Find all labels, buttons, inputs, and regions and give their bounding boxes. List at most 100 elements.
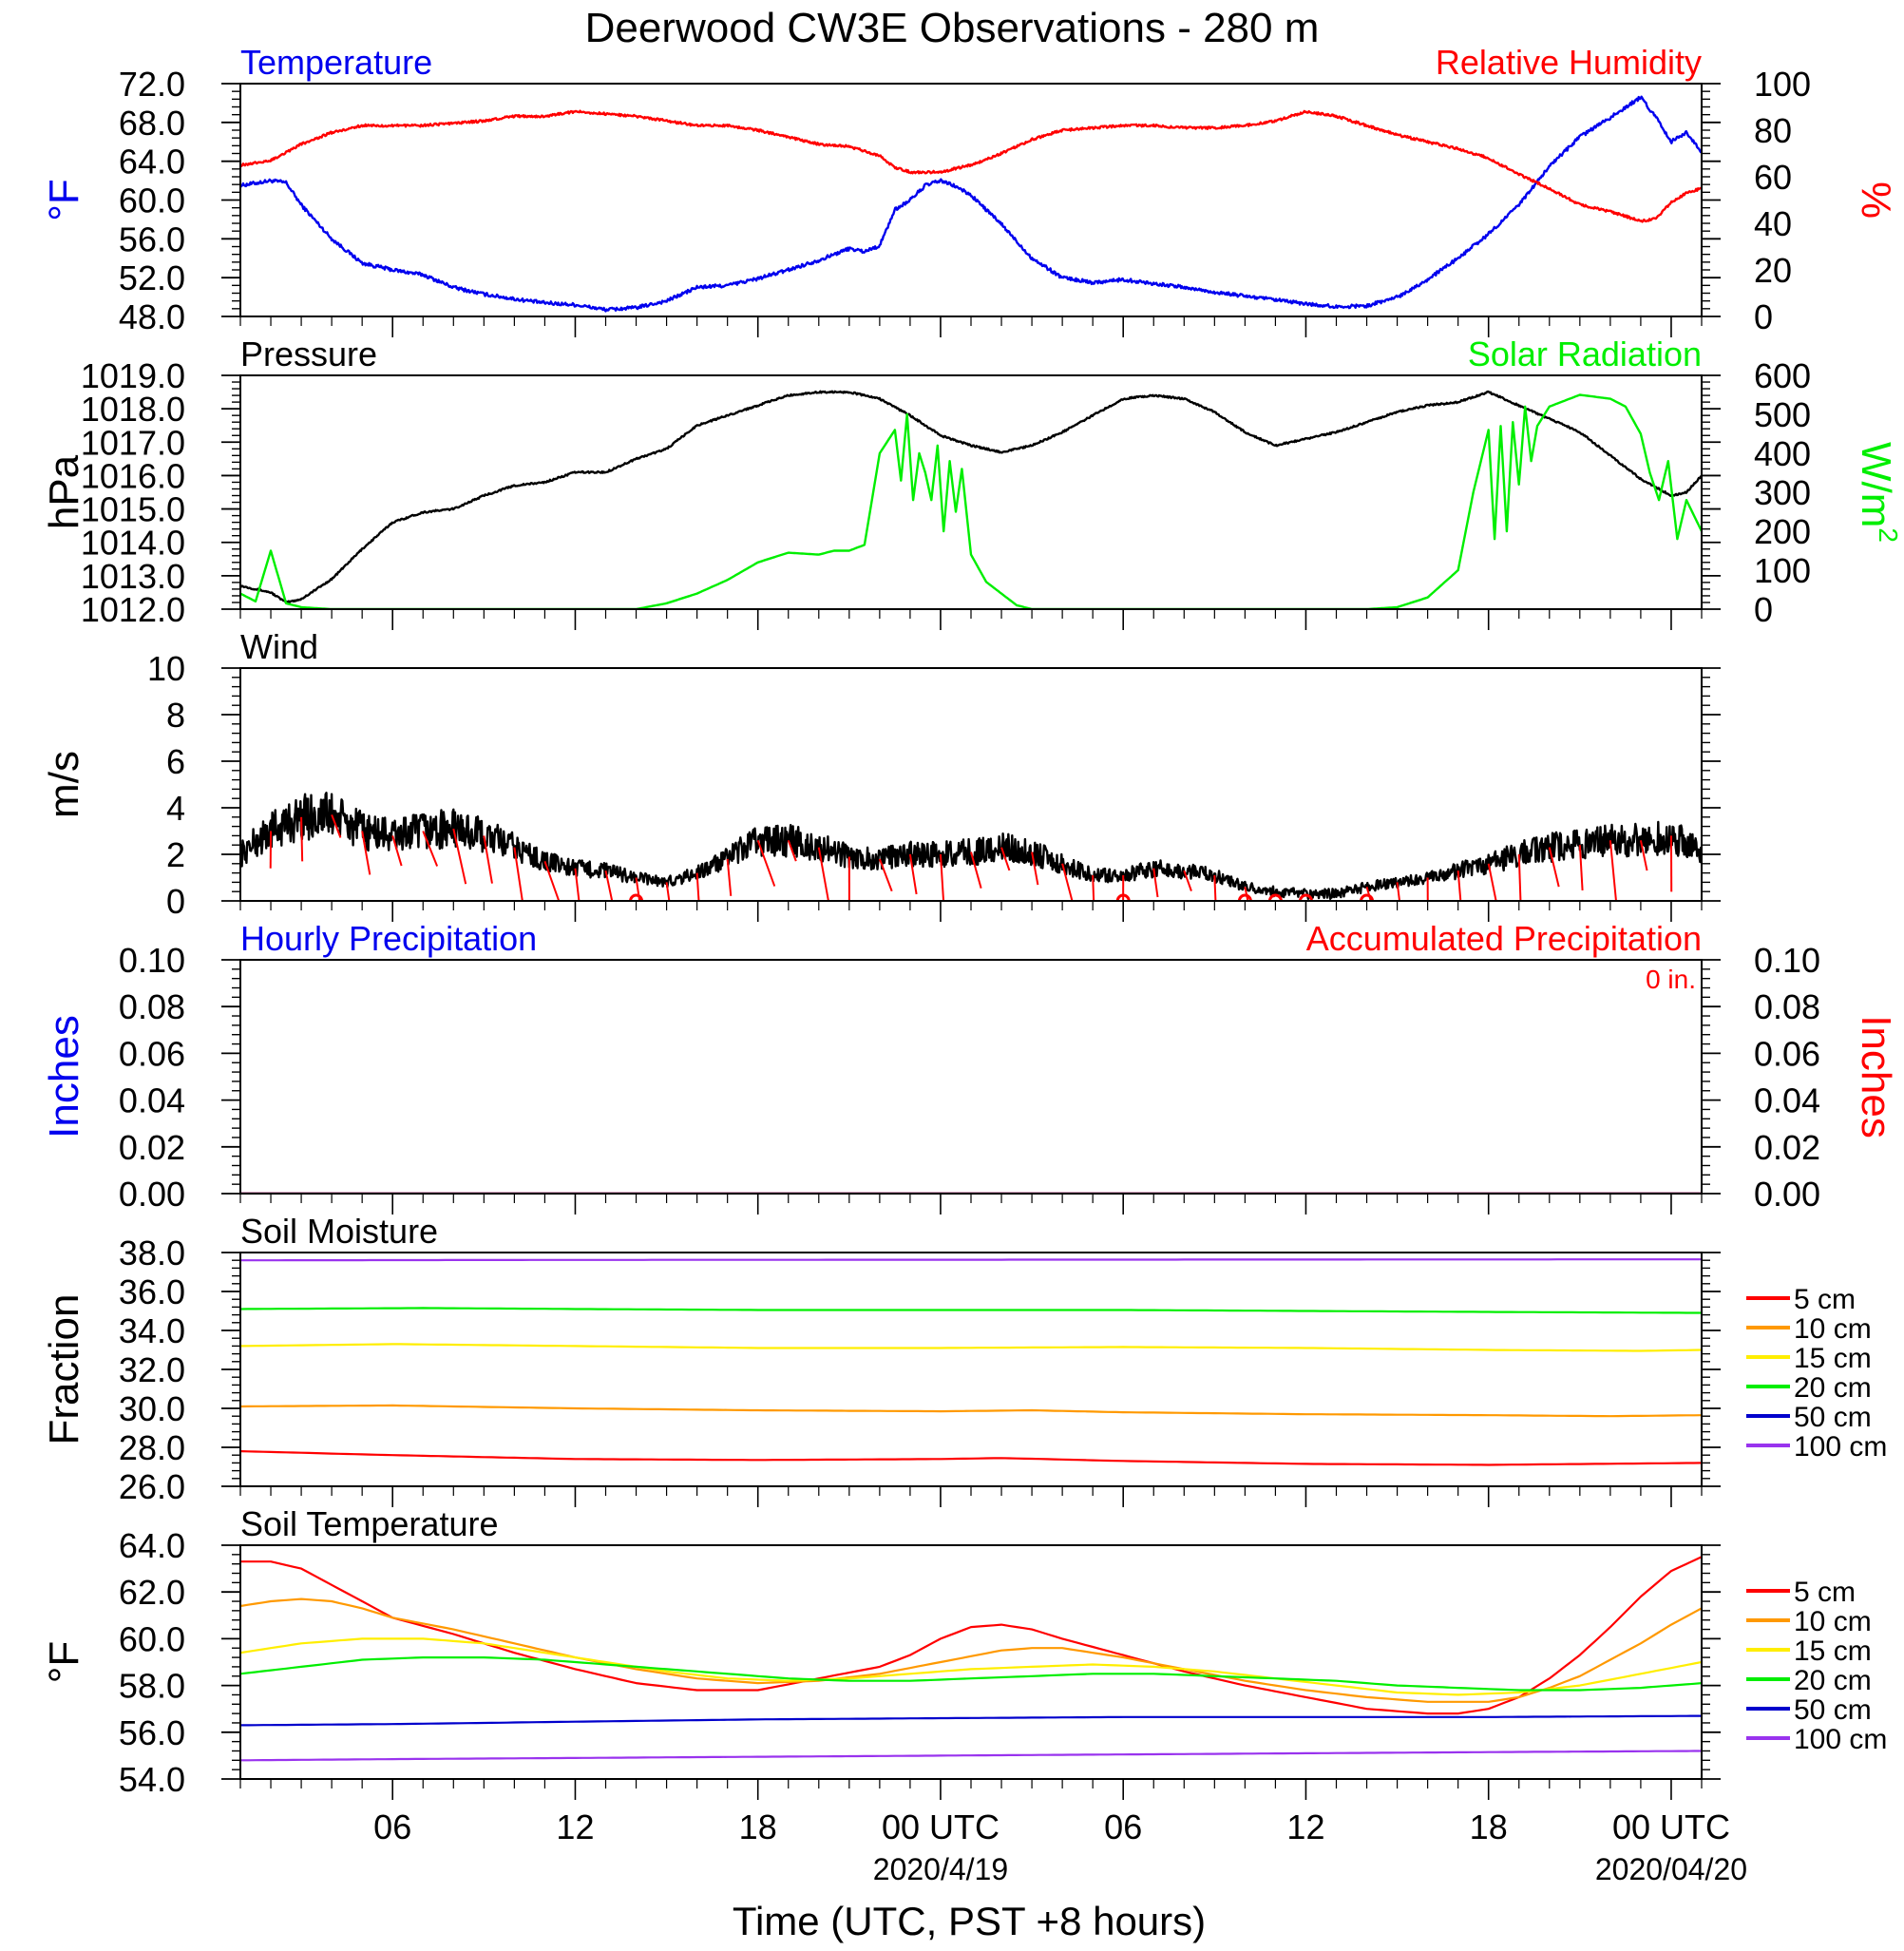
series-st100 [240, 1750, 1702, 1762]
time-axis: 06 12 18 00 UTC 2020/4/19 06 12 18 00 UTC 2020/04… [373, 1808, 1747, 1886]
series-sm20 [240, 1307, 1702, 1314]
y-right-tick-label: 500 [1754, 395, 1811, 434]
x-tick-date-label: 2020/04/20 [1595, 1852, 1747, 1886]
wind-barb [817, 847, 829, 901]
series-sm15 [240, 1343, 1702, 1352]
y-right-tick-label: 100 [1754, 65, 1811, 104]
y-right-tick-label: 0.10 [1754, 941, 1820, 980]
y-right-tick-label: 0.02 [1754, 1128, 1820, 1167]
legend-label: 50 cm [1794, 1402, 1872, 1433]
series-st50 [240, 1714, 1702, 1727]
y-right-tick-label: 0.06 [1754, 1034, 1820, 1073]
series-sm5 [240, 1450, 1702, 1466]
series-group [240, 390, 1702, 609]
y-axis-label: Fraction [41, 1294, 87, 1445]
plot-frame [239, 959, 1703, 1195]
wind-barb [1639, 840, 1648, 871]
legend-label: 15 cm [1794, 1343, 1872, 1374]
series-pressure [240, 390, 1702, 604]
y-right-tick-label: 0 [1754, 297, 1773, 336]
wind-barb [695, 872, 700, 901]
y-tick-label: 30.0 [119, 1389, 185, 1428]
series-st10 [240, 1597, 1702, 1703]
y-right-axis-label-sup: 2 [1874, 527, 1903, 543]
calm-wind-marker [1360, 893, 1375, 901]
wind-barb [1031, 851, 1039, 886]
wind-barb [361, 831, 371, 875]
y-tick-label: 0.04 [119, 1081, 185, 1120]
wind-barb [1152, 868, 1159, 898]
y-tick-label: 1018.0 [81, 390, 185, 429]
y-tick-label: 72.0 [119, 65, 185, 104]
y-axis-label: Inches [41, 1015, 87, 1138]
x-tick-label: 12 [1286, 1808, 1324, 1846]
y-tick-label: 60.0 [119, 1619, 185, 1658]
series-temperature [240, 95, 1702, 313]
y-tick-label: 0.08 [119, 987, 185, 1026]
wind-barb [543, 861, 561, 901]
wind-barb [1000, 847, 1011, 871]
y-tick-label: 36.0 [119, 1272, 185, 1311]
plot-frame [239, 83, 1703, 317]
wind-barb [1213, 875, 1217, 901]
y-right-axis-label: % [1853, 182, 1899, 219]
legend-label: 50 cm [1794, 1694, 1872, 1726]
wind-barb [908, 853, 918, 895]
panel-title: Soil Temperature [240, 1504, 498, 1543]
wind-barb [422, 831, 439, 867]
y-tick-label: 0 [166, 882, 185, 921]
legend-label: 20 cm [1794, 1665, 1872, 1696]
y-tick-label: 0.02 [119, 1128, 185, 1167]
x-tick-label: 18 [739, 1808, 777, 1846]
y-right-axis-label-main: W/m [1853, 442, 1899, 527]
series-st5 [240, 1556, 1702, 1715]
y-tick-label: 60.0 [119, 182, 185, 220]
wind-barb [1396, 882, 1401, 901]
legend-label: 5 cm [1794, 1284, 1856, 1315]
x-axis-label: Time (UTC, PST +8 hours) [733, 1899, 1206, 1943]
y-axis-label: m/s [41, 751, 87, 818]
wind-barb [1548, 847, 1560, 888]
panel-right-title: Relative Humidity [1436, 43, 1702, 82]
wind-barb [391, 835, 403, 867]
panels: 48.052.056.060.064.068.072.0020406080100… [41, 43, 1903, 1800]
series-group [240, 792, 1702, 901]
y-right-tick-label: 0 [1754, 590, 1773, 629]
x-tick-label: 00 UTC [1612, 1808, 1730, 1846]
legend-label: 100 cm [1794, 1724, 1887, 1755]
y-tick-label: 2 [166, 835, 185, 874]
series-group [240, 95, 1702, 313]
legend-label: 10 cm [1794, 1606, 1872, 1637]
wind-barb [939, 853, 945, 901]
calm-wind-marker [629, 893, 644, 901]
panel-temp-rh: 48.052.056.060.064.068.072.0 0 20 40 60 80 100… [41, 43, 1899, 337]
y-tick-label: 48.0 [119, 297, 185, 336]
panel-soil-moisture: 26.028.030.032.034.036.038.0 Soil Moistur… [41, 1212, 1887, 1507]
y-right-tick-label: 20 [1754, 251, 1792, 290]
panel-title: Wind [240, 627, 318, 666]
panel-wind: 0 2 4 6 8 10 Wind m/s [41, 627, 1721, 922]
panel-right-title: Solar Radiation [1468, 335, 1702, 373]
series-relative_humidity [240, 109, 1702, 223]
y-tick-label: 1013.0 [81, 557, 185, 596]
wind-barb [300, 816, 304, 862]
y-tick-label: 0.06 [119, 1034, 185, 1073]
x-tick-label: 00 UTC [882, 1808, 1000, 1846]
y-tick-label: 34.0 [119, 1311, 185, 1350]
y-right-tick-label: 0.00 [1754, 1175, 1820, 1214]
y-tick-label: 1015.0 [81, 490, 185, 529]
accumulated-total: 0 in. [1646, 965, 1696, 994]
y-axis-label: °F [41, 179, 87, 220]
y-tick-label: 1017.0 [81, 423, 185, 462]
wind-barb [1061, 863, 1074, 901]
series-solar_radiation [240, 393, 1702, 609]
wind-barb [483, 835, 493, 884]
y-tick-label: 0.00 [119, 1175, 185, 1214]
wind-barb [1244, 887, 1249, 901]
panel-title: Soil Moisture [240, 1212, 438, 1251]
y-right-tick-label: 600 [1754, 356, 1811, 395]
y-right-tick-label: 0.04 [1754, 1081, 1820, 1120]
plot-frame [239, 1544, 1703, 1780]
y-tick-label: 62.0 [119, 1573, 185, 1612]
